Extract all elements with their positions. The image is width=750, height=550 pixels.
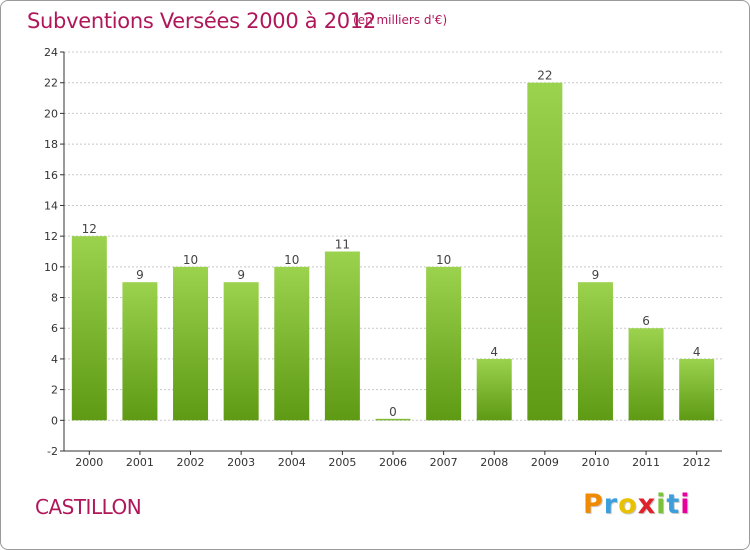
bar bbox=[527, 82, 563, 421]
logo-letter: P bbox=[583, 489, 604, 520]
bar bbox=[476, 358, 512, 421]
x-tick-label: 2003 bbox=[227, 456, 255, 469]
data-label: 6 bbox=[642, 314, 650, 328]
x-tick-label: 2005 bbox=[328, 456, 356, 469]
bar bbox=[375, 418, 411, 421]
x-tick-label: 2012 bbox=[683, 456, 711, 469]
data-label: 22 bbox=[537, 69, 552, 83]
logo-letter: i bbox=[680, 489, 691, 520]
data-label: 12 bbox=[82, 222, 97, 236]
x-tick-label: 2002 bbox=[177, 456, 205, 469]
y-tick-label: 6 bbox=[51, 322, 58, 335]
bar bbox=[274, 266, 310, 421]
bar bbox=[577, 282, 613, 421]
y-tick-label: 22 bbox=[44, 77, 58, 90]
x-tick-label: 2011 bbox=[632, 456, 660, 469]
x-tick-label: 2007 bbox=[430, 456, 458, 469]
logo-letter: r bbox=[603, 489, 619, 520]
y-tick-label: 12 bbox=[44, 230, 58, 243]
logo-letter: i bbox=[656, 489, 667, 520]
x-tick-label: 2009 bbox=[531, 456, 559, 469]
bar bbox=[223, 282, 259, 421]
y-tick-label: 4 bbox=[51, 353, 58, 366]
x-tick-label: 2001 bbox=[126, 456, 154, 469]
y-tick-label: 14 bbox=[44, 199, 58, 212]
bar bbox=[71, 236, 107, 421]
x-tick-label: 2006 bbox=[379, 456, 407, 469]
bar bbox=[173, 266, 209, 421]
data-label: 10 bbox=[183, 253, 198, 267]
data-label: 9 bbox=[237, 268, 245, 282]
proxiti-logo: Proxiti bbox=[583, 489, 691, 520]
y-tick-label: 18 bbox=[44, 138, 58, 151]
data-label: 0 bbox=[389, 405, 397, 419]
x-tick-label: 2010 bbox=[581, 456, 609, 469]
data-label: 4 bbox=[693, 345, 701, 359]
y-tick-label: 8 bbox=[51, 292, 58, 305]
data-label: 4 bbox=[490, 345, 498, 359]
commune-name: CASTILLON bbox=[35, 495, 142, 519]
bar bbox=[628, 328, 664, 421]
y-tick-label: 20 bbox=[44, 107, 58, 120]
data-label: 9 bbox=[592, 268, 600, 282]
data-label: 10 bbox=[436, 253, 451, 267]
y-tick-label: 0 bbox=[51, 414, 58, 427]
chart-subtitle: (en milliers d'€) bbox=[353, 13, 448, 27]
y-tick-label: -2 bbox=[47, 445, 58, 458]
bar bbox=[426, 266, 462, 421]
bar bbox=[122, 282, 158, 421]
chart-title: Subventions Versées 2000 à 2012 bbox=[27, 9, 376, 33]
x-tick-label: 2008 bbox=[480, 456, 508, 469]
x-tick-label: 2000 bbox=[75, 456, 103, 469]
y-tick-label: 16 bbox=[44, 169, 58, 182]
y-tick-label: 24 bbox=[44, 46, 58, 59]
logo-letter: x bbox=[637, 489, 657, 520]
y-tick-label: 10 bbox=[44, 261, 58, 274]
data-label: 10 bbox=[284, 253, 299, 267]
data-label: 11 bbox=[335, 238, 350, 252]
y-tick-label: 2 bbox=[51, 384, 58, 397]
logo-letter: t bbox=[666, 489, 681, 520]
bar bbox=[324, 251, 360, 421]
x-tick-label: 2004 bbox=[278, 456, 306, 469]
bar bbox=[679, 358, 715, 421]
logo-letter: o bbox=[618, 489, 638, 520]
data-label: 9 bbox=[136, 268, 144, 282]
